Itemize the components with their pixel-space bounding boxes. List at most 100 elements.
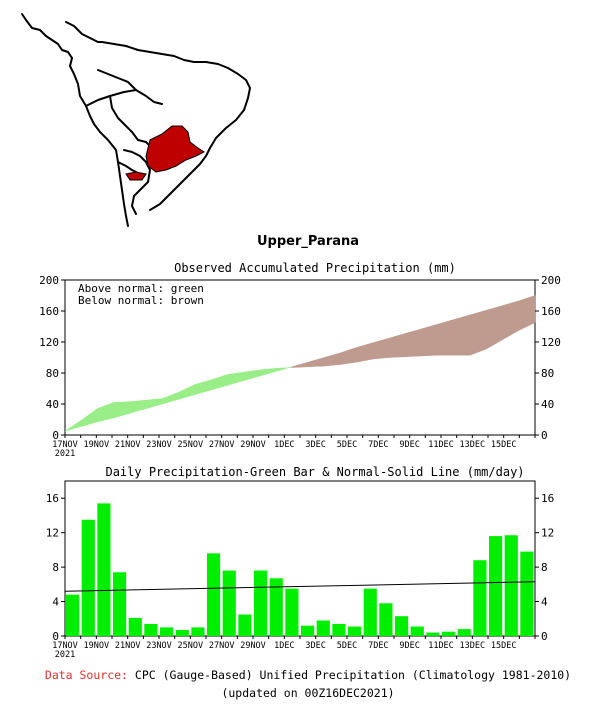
y-tick-label: 0 <box>541 630 548 643</box>
daily-precip-bar <box>426 632 440 636</box>
x-tick-label: 17NOV <box>52 440 78 450</box>
above-normal-segment <box>226 371 244 386</box>
above-normal-segment <box>259 368 276 377</box>
below-normal-segment <box>453 314 471 356</box>
daily-precip-bar <box>191 627 205 636</box>
chart2-y-axis-right: 0 4 8 12 16 <box>535 492 554 643</box>
x-tick-label: 25NOV <box>178 641 204 651</box>
below-normal-segment <box>388 333 406 358</box>
daily-precip-bar <box>410 626 424 636</box>
y-tick-label: 0 <box>52 630 59 643</box>
x-tick-label: 7DEC <box>368 440 388 450</box>
daily-precip-bar <box>81 519 95 636</box>
daily-precip-bar <box>504 535 518 636</box>
y-tick-label: 160 <box>541 305 561 318</box>
x-tick-label: 5DEC <box>337 440 357 450</box>
x-tick-label: 27NOV <box>209 440 235 450</box>
x-year-label: 2021 <box>55 650 75 660</box>
y-tick-label: 200 <box>541 274 561 287</box>
y-tick-label: 40 <box>46 398 59 411</box>
data-source-label: Data Source: <box>44 668 128 682</box>
below-normal-segment <box>324 352 341 367</box>
daily-precip-bar <box>316 620 330 636</box>
below-normal-segment <box>486 305 503 350</box>
daily-precip-bar <box>113 572 127 636</box>
x-tick-label: 11DEC <box>428 440 454 450</box>
chart1-x-axis: 17NOV 19NOV 21NOV 23NOV 25NOV 27NOV 29NOV 1DEC 3… <box>52 435 536 459</box>
x-tick-label: 19NOV <box>84 641 110 651</box>
above-normal-segment <box>178 384 195 400</box>
y-tick-label: 160 <box>39 305 59 318</box>
region-map <box>21 13 251 227</box>
daily-precip-bar <box>395 616 409 636</box>
daily-precip-bar <box>520 551 534 636</box>
above-normal-segment <box>210 374 228 391</box>
y-tick-label: 120 <box>541 336 561 349</box>
x-tick-label: 19NOV <box>84 440 110 450</box>
daily-precip-bar <box>254 570 268 636</box>
x-tick-label: 13DEC <box>460 641 486 651</box>
map-border-3 <box>97 69 137 91</box>
below-normal-segment <box>437 319 455 356</box>
y-tick-label: 4 <box>541 596 548 609</box>
daily-precip-bar <box>222 570 236 636</box>
y-tick-label: 12 <box>46 527 59 540</box>
chart2-bars <box>66 503 534 636</box>
above-normal-segment <box>243 369 260 382</box>
chart1-title: Observed Accumulated Precipitation (mm) <box>174 261 456 275</box>
below-normal-segment <box>469 309 487 356</box>
y-tick-label: 0 <box>541 429 548 442</box>
below-normal-segment <box>502 300 520 341</box>
below-normal-segment <box>421 323 439 357</box>
x-tick-label: 29NOV <box>240 641 266 651</box>
chart2-y-axis-left: 0 4 8 12 16 <box>46 492 65 643</box>
chart2-title: Daily Precipitation-Green Bar & Normal-S… <box>105 465 524 479</box>
y-tick-label: 16 <box>46 492 59 505</box>
x-tick-label: 9DEC <box>399 440 419 450</box>
daily-precip-bar <box>207 553 221 636</box>
daily-precip-bar <box>348 626 362 636</box>
daily-precip-bar <box>457 629 471 636</box>
daily-precip-bar <box>285 588 299 636</box>
daily-precip-bar <box>473 560 487 636</box>
daily-precip-bar <box>489 536 503 636</box>
region-title: Upper_Parana <box>256 234 360 249</box>
charts-canvas: Observed Accumulated Precipitation (mm) … <box>39 261 561 660</box>
daily-precip-bar <box>128 617 142 636</box>
daily-precip-bar <box>363 588 377 636</box>
y-tick-label: 12 <box>541 527 554 540</box>
x-tick-label: 21NOV <box>115 641 141 651</box>
chart2-x-axis: 17NOV 19NOV 21NOV 23NOV 25NOV 27NOV 29NOV 1DEC 3… <box>52 636 536 660</box>
above-normal-segment <box>113 401 131 419</box>
chart1-fill-group <box>64 295 536 432</box>
map-border-4 <box>123 149 151 215</box>
x-tick-label: 29NOV <box>240 440 266 450</box>
above-normal-segment <box>64 419 82 432</box>
daily-precip-bar <box>238 614 252 636</box>
below-normal-segment <box>340 347 357 365</box>
y-tick-label: 40 <box>541 398 554 411</box>
x-tick-label: 17NOV <box>52 641 78 651</box>
y-tick-label: 8 <box>52 561 59 574</box>
updated-note: (updated on 00Z16DEC2021) <box>221 686 395 700</box>
x-tick-label: 7DEC <box>368 641 388 651</box>
below-normal-segment <box>405 328 422 357</box>
daily-precip-bar <box>332 623 346 636</box>
x-tick-label: 1DEC <box>274 440 294 450</box>
x-tick-label: 13DEC <box>460 440 486 450</box>
x-tick-label: 9DEC <box>399 641 419 651</box>
above-normal-segment <box>275 366 293 372</box>
y-tick-label: 120 <box>39 336 59 349</box>
y-tick-label: 4 <box>52 596 59 609</box>
chart2-normal-line <box>64 581 536 592</box>
map-coastline-north <box>21 13 73 59</box>
x-tick-label: 21NOV <box>115 440 141 450</box>
x-tick-label: 15DEC <box>491 641 517 651</box>
x-tick-label: 1DEC <box>274 641 294 651</box>
above-normal-segment <box>80 408 98 427</box>
x-tick-label: 3DEC <box>305 641 325 651</box>
map-coastline-caribbean <box>65 21 99 43</box>
chart1-legend-above: Above normal: green <box>78 282 204 295</box>
chart1-y-axis-left: 0 40 80 120 160 200 <box>39 274 65 442</box>
x-tick-label: 11DEC <box>428 641 454 651</box>
